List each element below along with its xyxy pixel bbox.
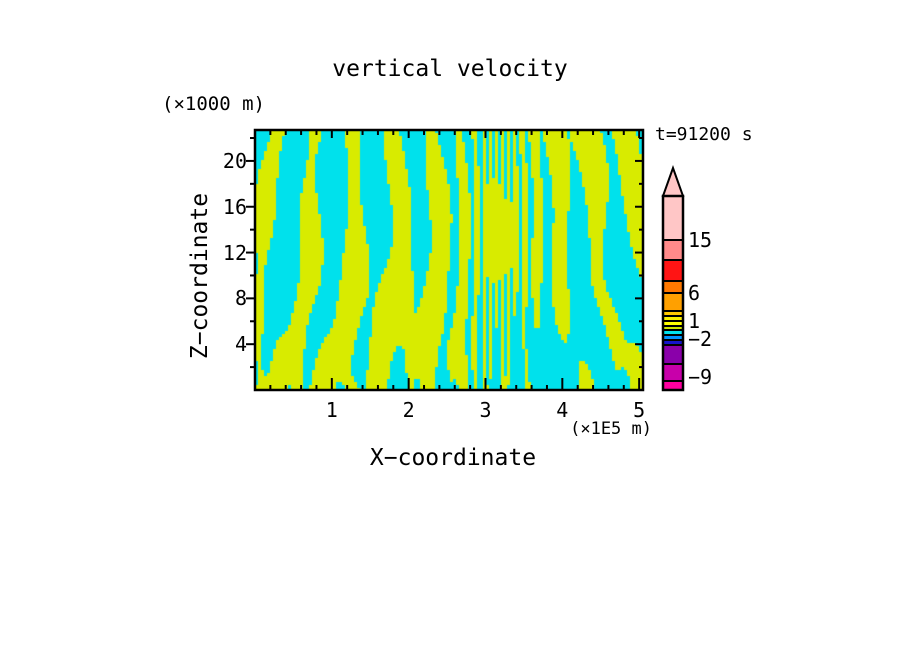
- z-tick-label: 4: [234, 332, 247, 357]
- colorbar-segment: [663, 345, 683, 364]
- colorbar-tick-label: 6: [688, 281, 701, 305]
- colorbar-arrow-icon: [661, 165, 685, 197]
- time-label: t=91200 s: [655, 124, 753, 145]
- colorbar-segment: [663, 311, 683, 316]
- colorbar: [661, 165, 685, 392]
- colorbar-tick-label: −2: [688, 327, 713, 351]
- z-tick-label: 20: [222, 148, 247, 173]
- colorbar-segment: [663, 260, 683, 281]
- colorbar-segment: [663, 240, 683, 260]
- x-axis-unit-label: (×1E5 m): [570, 419, 652, 439]
- z-tick-label: 12: [222, 240, 247, 265]
- plot-area: [246, 128, 645, 392]
- colorbar-segment: [663, 381, 683, 390]
- colorbar-segment: [663, 293, 683, 311]
- colorbar-segment: [663, 281, 683, 293]
- x-tick-label: 2: [402, 398, 415, 422]
- colorbar-segment: [663, 340, 683, 345]
- colorbar-segment: [663, 326, 683, 330]
- x-axis-title: X−coordinate: [369, 445, 537, 471]
- z-tick-label: 8: [234, 286, 247, 311]
- colorbar-segment: [663, 364, 683, 381]
- colorbar-frame: [661, 194, 685, 392]
- x-tick-label: 3: [479, 398, 492, 422]
- colorbar-segment: [663, 330, 683, 335]
- axes-ticks-svg: [246, 128, 645, 392]
- colorbar-segment: [663, 335, 683, 340]
- colorbar-tick-label: 1: [688, 309, 701, 333]
- colorbar-segment: [663, 196, 683, 240]
- colorbar-segment: [663, 321, 683, 326]
- plot-border: [253, 128, 645, 392]
- colorbar-tick-label: 15: [688, 228, 713, 252]
- colorbar-tick-label: −9: [688, 365, 713, 389]
- x-tick-label: 5: [633, 398, 646, 422]
- colorbar-segment: [663, 316, 683, 321]
- field-canvas: [255, 130, 643, 390]
- z-axis-unit-label: (×1000 m): [162, 93, 265, 115]
- x-tick-label: 4: [556, 398, 569, 422]
- chart-title: vertical velocity: [332, 56, 568, 82]
- z-tick-label: 16: [222, 194, 247, 219]
- x-tick-label: 1: [325, 398, 338, 422]
